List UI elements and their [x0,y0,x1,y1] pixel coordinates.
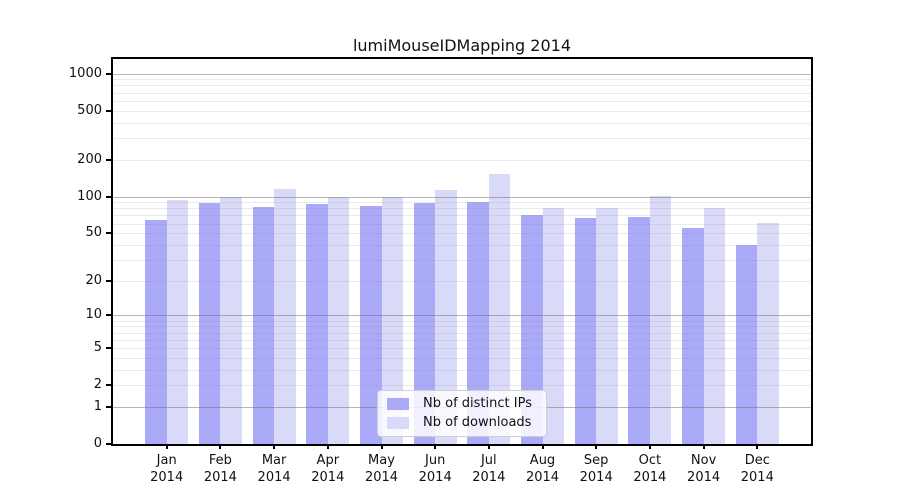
y-tick-mark [106,73,113,75]
legend-row: Nb of downloads [387,415,532,430]
y-tick-mark [106,406,113,408]
y-tick-label: 200 [28,152,102,168]
bar-downloads [220,197,242,445]
y-tick-mark [106,314,113,316]
x-tick-mark [381,444,383,449]
bar-distinct-ips [253,207,275,444]
legend-swatch [387,398,409,410]
x-tick-label: Dec2014 [717,452,797,486]
y-tick-mark [106,232,113,234]
y-tick-label: 500 [28,103,102,119]
y-tick-mark [106,110,113,112]
x-tick-mark [219,444,221,449]
x-tick-mark [703,444,705,449]
y-tick-label: 100 [28,189,102,205]
bar-distinct-ips [628,217,650,444]
legend-label: Nb of distinct IPs [423,396,532,411]
y-tick-label: 1 [28,399,102,415]
y-tick-label: 5 [28,340,102,356]
bar-downloads [704,208,726,444]
y-tick-label: 1000 [28,66,102,82]
y-tick-mark [106,159,113,161]
y-tick-label: 10 [28,307,102,323]
x-tick-mark [166,444,168,449]
plot-area: Nb of distinct IPs Nb of downloads [113,59,811,444]
bar-downloads [274,189,296,444]
bar-distinct-ips [736,245,758,444]
x-tick-mark [488,444,490,449]
y-tick-label: 20 [28,273,102,289]
x-tick-mark [649,444,651,449]
bar-distinct-ips [575,218,597,444]
bar-distinct-ips [145,220,167,444]
y-tick-label: 50 [28,225,102,241]
y-tick-mark [106,280,113,282]
bar-downloads [328,197,350,445]
bar-distinct-ips [682,228,704,444]
x-tick-mark [327,444,329,449]
x-tick-mark [595,444,597,449]
x-tick-mark [434,444,436,449]
y-tick-mark [106,384,113,386]
legend-swatch [387,417,409,429]
legend-row: Nb of distinct IPs [387,396,532,411]
legend-label: Nb of downloads [423,415,531,430]
figure: lumiMouseIDMapping 2014 Nb of distinct I… [0,0,900,500]
bar-downloads [167,200,189,444]
bar-distinct-ips [306,204,328,444]
bar-downloads [757,223,779,444]
bar-distinct-ips [199,203,221,444]
legend: Nb of distinct IPs Nb of downloads [377,390,547,437]
x-tick-mark [756,444,758,449]
bar-downloads [596,208,618,444]
x-tick-mark [273,444,275,449]
y-tick-label: 2 [28,377,102,393]
y-tick-mark [106,443,113,445]
y-tick-mark [106,196,113,198]
bar-downloads [650,196,672,444]
x-tick-mark [542,444,544,449]
chart-title: lumiMouseIDMapping 2014 [113,36,811,55]
y-tick-label: 0 [28,436,102,452]
y-tick-mark [106,347,113,349]
bars-layer [113,59,811,444]
x-tick-year: 2014 [717,469,797,486]
